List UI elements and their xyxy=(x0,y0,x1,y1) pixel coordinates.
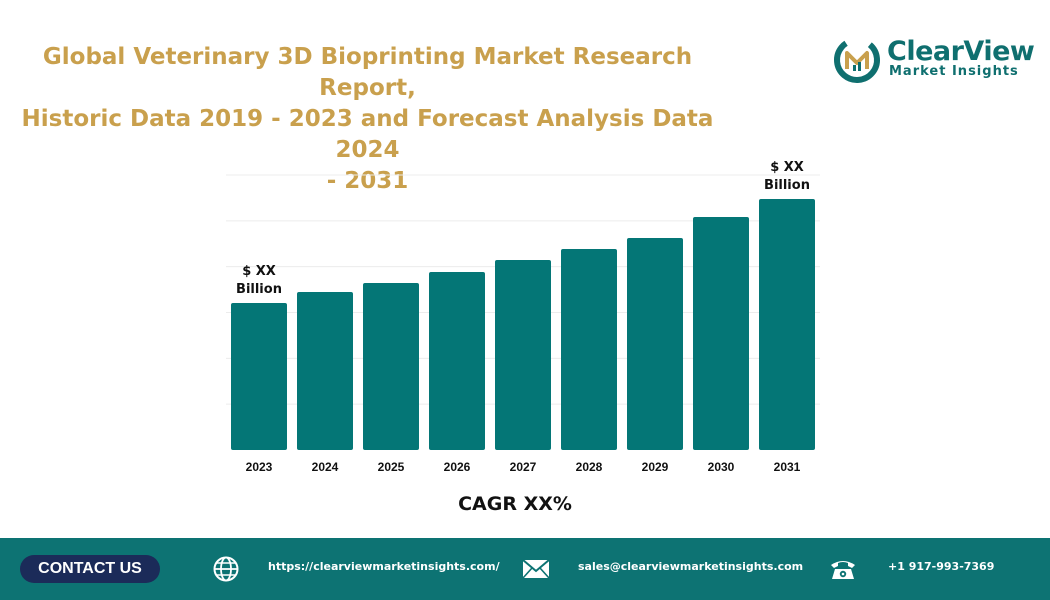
title-line-2: Historic Data 2019 - 2023 and Forecast A… xyxy=(21,106,714,163)
x-tick-label-2023: 2023 xyxy=(246,460,273,474)
envelope-icon xyxy=(522,559,550,579)
x-tick-label-2031: 2031 xyxy=(774,460,801,474)
website-link[interactable]: https://clearviewmarketinsights.com/ xyxy=(268,560,500,573)
x-tick-label-2028: 2028 xyxy=(576,460,603,474)
bar-2028 xyxy=(561,249,617,450)
chart-tick-labels: 2023 2024 2025 2026 2027 2028 2029 2030 2031 xyxy=(246,460,801,474)
phone-number[interactable]: +1 917-993-7369 xyxy=(888,560,995,573)
bar-2023 xyxy=(231,303,287,450)
x-tick-label-2029: 2029 xyxy=(642,460,669,474)
x-tick-label-2030: 2030 xyxy=(708,460,735,474)
x-tick-label-2024: 2024 xyxy=(312,460,339,474)
bar-chart: 2023 2024 2025 2026 2027 2028 2029 2030 2031 $ X… xyxy=(226,160,820,474)
logo-subtitle: Market Insights xyxy=(889,64,1019,79)
title-line-3: - 2031 xyxy=(326,168,409,194)
title-line-1: Global Veterinary 3D Bioprinting Market … xyxy=(42,44,693,101)
chart-annotations: $ XX Billion $ XX Billion xyxy=(236,160,810,297)
email-link[interactable]: sales@clearviewmarketinsights.com xyxy=(578,560,804,573)
chart-bars xyxy=(231,199,815,450)
cagr-label: CAGR XX% xyxy=(458,493,572,515)
data-label-2031-line-2: Billion xyxy=(764,178,810,193)
clearview-logo: ClearView Market Insights xyxy=(833,36,1035,86)
bar-2024 xyxy=(297,292,353,450)
logo-name: ClearView xyxy=(887,36,1035,67)
bar-2025 xyxy=(363,283,419,450)
data-label-2023-line-1: $ XX xyxy=(242,264,276,279)
bar-2030 xyxy=(693,217,749,450)
x-tick-label-2025: 2025 xyxy=(378,460,405,474)
bar-2027 xyxy=(495,260,551,450)
x-tick-label-2027: 2027 xyxy=(510,460,537,474)
phone-icon xyxy=(831,561,855,579)
data-label-2023-line-2: Billion xyxy=(236,282,282,297)
data-label-2031-line-1: $ XX xyxy=(770,160,804,175)
contact-us-button[interactable]: CONTACT US xyxy=(20,555,160,583)
clearview-logo-icon xyxy=(834,37,880,83)
bar-2026 xyxy=(429,272,485,450)
x-tick-label-2026: 2026 xyxy=(444,460,471,474)
globe-icon xyxy=(213,556,239,582)
report-title: Global Veterinary 3D Bioprinting Market … xyxy=(10,42,725,197)
bar-2031 xyxy=(759,199,815,450)
bar-2029 xyxy=(627,238,683,450)
footer-bar: CONTACT US https://clearviewmarketinsigh… xyxy=(0,538,1050,600)
